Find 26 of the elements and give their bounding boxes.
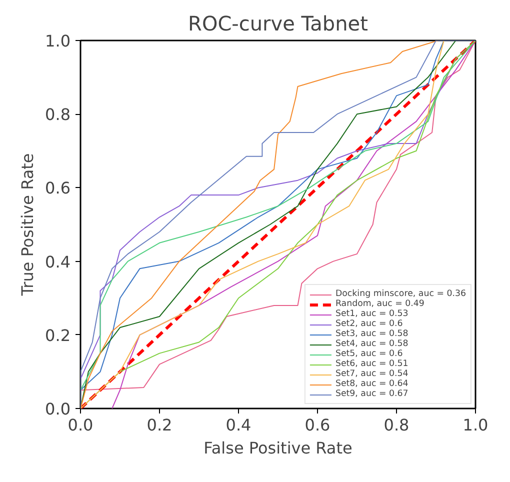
y-tick-label: 0.6 [45,178,71,198]
legend-label: Docking minscore, auc = 0.36 [335,289,466,299]
x-tick-label: 0.0 [68,416,94,434]
y-axis-title: True Positive Rate [18,153,38,297]
legend-label: Set4, auc = 0.58 [335,339,408,349]
legend-label: Set7, auc = 0.54 [335,369,408,379]
y-tick-label: 0.4 [45,252,71,272]
legend-label: Set6, auc = 0.51 [335,359,408,369]
legend-label: Set1, auc = 0.53 [335,309,408,319]
legend-label: Random, auc = 0.49 [335,299,424,309]
x-tick-label: 0.2 [146,416,172,434]
legend-label: Set8, auc = 0.64 [335,379,408,389]
chart-title: ROC-curve Tabnet [188,12,368,36]
legend-label: Set5, auc = 0.6 [335,349,403,359]
x-tick-label: 1.0 [462,416,488,434]
x-axis-title: False Positive Rate [204,438,352,458]
legend-label: Set9, auc = 0.67 [335,389,408,399]
x-tick-label: 0.4 [226,416,252,434]
y-tick-label: 1.0 [45,32,71,50]
x-tick-label: 0.6 [304,416,330,434]
legend-label: Set3, auc = 0.58 [335,329,408,339]
legend-label: Set2, auc = 0.6 [335,319,403,329]
y-tick-label: 0.0 [45,400,71,418]
y-tick-label: 0.8 [45,105,71,124]
x-tick-label: 0.8 [384,416,410,434]
y-tick-label: 0.2 [45,326,71,345]
